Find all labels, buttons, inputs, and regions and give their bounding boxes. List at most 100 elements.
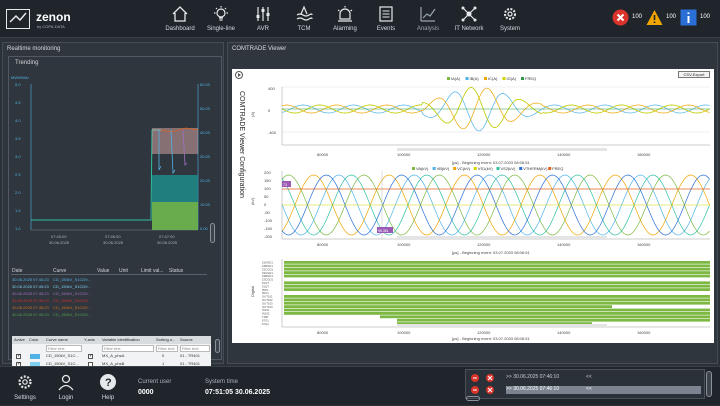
gear-icon [504, 8, 516, 20]
curve-table-scrollbar[interactable] [210, 223, 215, 243]
chart2-scrollbar[interactable] [397, 236, 607, 239]
digital-channel-label: Z2AGD1 [262, 261, 273, 265]
alarm-status-icons [471, 374, 494, 394]
digital-channel-bar [284, 261, 710, 264]
nav-analysis[interactable]: Analysis [406, 0, 450, 38]
legend-swatch [519, 167, 523, 170]
left-y-tick: 2.0 [15, 190, 21, 195]
col-unit[interactable]: Unit [119, 268, 128, 274]
curve-table-row[interactable]: 30.06.2025 07:45:23 CD_150kV_S1CD9... [11, 305, 207, 312]
marker-2-label: 95.361 [378, 229, 389, 233]
right-y-tick: 40.00 [200, 130, 211, 135]
row-date: 30.06.2025 07:45:23 [12, 305, 49, 310]
curve-table-row[interactable]: 30.06.2025 07:45:23 CD_150kV_S1CD9... [11, 277, 207, 284]
alarm-line-2[interactable]: >> 30.06.2025 07:46:10 << [506, 386, 701, 394]
left-y-tick: 5.0 [15, 82, 21, 87]
col-value[interactable]: Value [97, 268, 110, 274]
settings-button[interactable]: Settings [5, 367, 45, 406]
row-sorting: 1 [162, 360, 165, 366]
digital-channel-bar [284, 271, 710, 274]
chart1-scrollbar[interactable] [397, 148, 607, 151]
x-tick: 120000 [477, 242, 491, 247]
filter-source[interactable]: Filter text [180, 345, 210, 352]
nav-label: Dashboard [165, 26, 195, 32]
col-date[interactable]: Date [12, 268, 23, 274]
login-button[interactable]: Login [46, 367, 86, 406]
help-icon: ? [100, 374, 116, 390]
siren-icon [337, 6, 353, 22]
left-y-tick: 3.5 [15, 136, 21, 141]
filter-variable[interactable]: Filter text [102, 345, 154, 352]
zenon-logo: zenon by COPA-DATA [6, 7, 86, 31]
col-source[interactable]: Source [180, 337, 193, 342]
legend-swatch [465, 77, 469, 80]
digital-channel-bar [284, 284, 710, 288]
nav-tcm[interactable]: TCM [282, 0, 326, 38]
curve-table-row[interactable]: 30.06.2025 07:45:23 CD_150kV_S1CD9... [11, 312, 207, 319]
trend-line-purple [182, 129, 188, 166]
filter-row: Filter text Filter text Filter text Filt… [12, 345, 211, 352]
nav-label: AVR [257, 26, 269, 32]
chart2-y-tick: 50 [264, 194, 269, 199]
nav-alarming[interactable]: Alarming [323, 0, 367, 38]
col-curve-name[interactable]: Curve name [46, 337, 68, 342]
col-curve[interactable]: Curve [53, 268, 67, 274]
nav-single-line[interactable]: Single-line [199, 0, 243, 38]
filter-curve-name[interactable]: Filter text [46, 345, 82, 352]
comtrade-charts[interactable]: IA(A) IB(A) IC(A) IG(A) FREQ VA(kV) VB(kV) VC(… [232, 69, 714, 343]
nav-avr[interactable]: AVR [241, 0, 285, 38]
current-user-key: Current user [138, 379, 172, 385]
system-time-value: 07:51:05 30.06.2025 [205, 389, 270, 396]
chart3-scrollbar[interactable] [397, 324, 607, 327]
warning-icon [646, 10, 663, 25]
right-y-tick: 0.00 [200, 226, 209, 231]
legend-swatch [412, 167, 415, 170]
selection-row[interactable]: CD_150kV_S1C... MX_A_phsA 0 01 - TR401 [12, 353, 211, 360]
nav-system[interactable]: System [488, 0, 532, 38]
voltage-waveform [281, 174, 710, 236]
col-color[interactable]: Color [29, 337, 39, 342]
network-icon [461, 6, 477, 22]
marker-box-1[interactable] [282, 181, 291, 187]
col-variable[interactable]: Variable identification [102, 337, 140, 342]
curve-table-row[interactable]: 30.06.2025 07:45:23 CD_150kV_S1CD9... [11, 284, 207, 291]
alarm-scrollbar[interactable] [706, 371, 712, 397]
digital-channel-label: OUT101 [262, 295, 273, 299]
col-y-axis[interactable]: Y-axis [84, 337, 95, 342]
alarm-line-1[interactable]: >> 30.06.2025 07:46:10 << [506, 374, 701, 382]
alarm-text: >> 30.06.2025 07:46:10 [506, 374, 560, 380]
vertical-config-title[interactable]: COMTRADE Viewer Configuration [234, 87, 246, 287]
trend-band-green [152, 202, 198, 230]
marker-box-2[interactable] [377, 227, 393, 233]
nav-it-network[interactable]: IT Network [447, 0, 491, 38]
col-status[interactable]: Status [169, 268, 184, 274]
color-swatch[interactable] [30, 361, 40, 367]
col-limit[interactable]: Limit val... [141, 268, 164, 274]
selection-scrollbar[interactable] [215, 339, 220, 353]
filter-sorting[interactable]: Filter text [156, 345, 178, 352]
nav-dashboard[interactable]: Dashboard [158, 0, 202, 38]
y-axis-checkbox[interactable] [88, 353, 93, 359]
selection-row[interactable]: CD_150kV_S1C... MX_A_phsB 1 01 - TR401 [12, 361, 211, 368]
panel-title: COMTRADE Viewer [232, 46, 287, 52]
chart-icon [420, 7, 436, 22]
curve-table-row[interactable]: 30.06.2025 07:45:23 CD_150kV_S1CD9... [11, 291, 207, 298]
col-active[interactable]: Active [14, 337, 25, 342]
nav-events[interactable]: Events [364, 0, 408, 38]
color-swatch[interactable] [30, 354, 40, 359]
trend-chart[interactable]: MW/MVAr 5.0 4.5 4.0 3.5 3.0 2.5 2.0 1.5 1.0 60.0… [11, 70, 215, 265]
play-icon[interactable] [235, 71, 243, 79]
alarm-hscroll[interactable] [466, 396, 480, 401]
brand-name: zenon [36, 10, 71, 24]
active-checkbox[interactable] [16, 353, 21, 359]
curve-table-row[interactable]: 30.06.2025 07:45:23 CD_150kV_S1CD9... [11, 298, 207, 305]
left-y-tick: 1.5 [15, 208, 21, 213]
csv-export-button[interactable]: CSV-Export [678, 71, 710, 78]
left-y-tick: 4.0 [15, 118, 21, 123]
col-sorting[interactable]: Sorting o... [156, 337, 176, 342]
help-button[interactable]: ? Help [88, 367, 128, 406]
alarm-tail: << [586, 374, 592, 380]
digital-channel-label: OUT102 [262, 298, 273, 302]
nav-label: Alarming [333, 26, 357, 32]
digital-channel-label: 50P1 [262, 288, 269, 292]
